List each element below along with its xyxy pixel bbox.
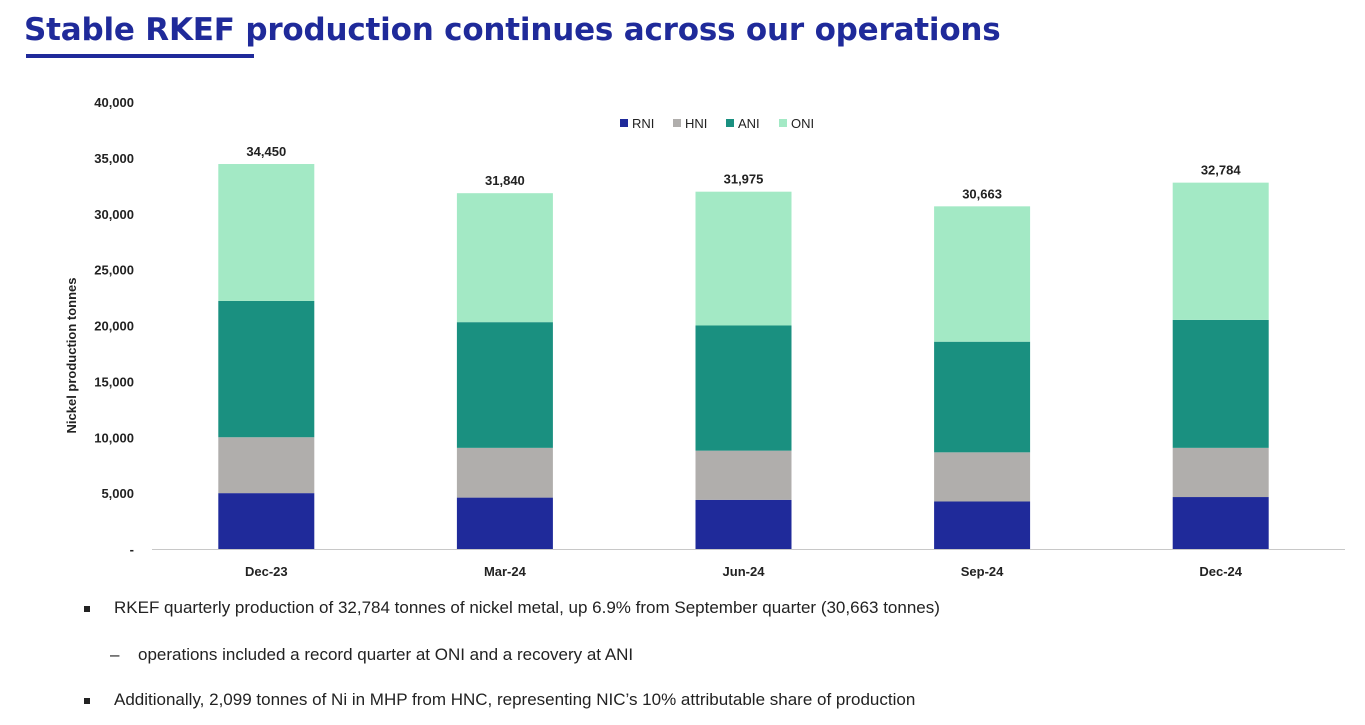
- total-data-label: 31,840: [485, 173, 525, 188]
- bullet-text: Additionally, 2,099 tonnes of Ni in MHP …: [114, 690, 916, 709]
- bar-segment-ani: [218, 300, 315, 438]
- x-tick-label: Dec-23: [245, 564, 288, 579]
- bar-segment-ani: [695, 325, 792, 451]
- total-data-label: 34,450: [246, 144, 286, 159]
- y-tick-label: 35,000: [94, 151, 134, 166]
- x-tick-label: Mar-24: [484, 564, 527, 579]
- legend-swatch-rni: [620, 119, 628, 127]
- y-tick-label: 30,000: [94, 207, 134, 222]
- bar-segment-ani: [1172, 319, 1269, 448]
- bar-segment-rni: [218, 493, 315, 549]
- legend-swatch-ani: [726, 119, 734, 127]
- y-tick-label: 20,000: [94, 319, 134, 334]
- bar-segment-ani: [934, 341, 1031, 453]
- bar-segment-oni: [695, 191, 792, 326]
- total-data-label: 30,663: [962, 186, 1002, 201]
- legend-swatch-hni: [673, 119, 681, 127]
- bar-segment-rni: [456, 497, 553, 549]
- y-tick-label: -: [130, 542, 134, 557]
- bullet-text: RKEF quarterly production of 32,784 tonn…: [114, 598, 940, 617]
- bullet-square-icon: [84, 697, 90, 704]
- bar-segment-rni: [934, 501, 1031, 549]
- x-tick-label: Jun-24: [723, 564, 766, 579]
- y-axis-label: Nickel production tonnes: [64, 277, 79, 433]
- bar-segment-hni: [934, 452, 1031, 502]
- total-data-label: 32,784: [1201, 163, 1242, 178]
- bar-segment-oni: [934, 206, 1031, 342]
- bar-segment-hni: [218, 437, 315, 494]
- y-tick-label: 15,000: [94, 374, 134, 389]
- legend-label-hni: HNI: [685, 116, 707, 131]
- bar-segment-oni: [1172, 182, 1269, 320]
- bullet-dash: –: [110, 645, 120, 664]
- y-tick-label: 10,000: [94, 430, 134, 445]
- bar-segment-oni: [456, 193, 553, 323]
- legend-label-rni: RNI: [632, 116, 654, 131]
- bullet-item: Additionally, 2,099 tonnes of Ni in MHP …: [80, 690, 915, 710]
- x-tick-label: Dec-24: [1199, 564, 1242, 579]
- bar-segment-hni: [456, 447, 553, 498]
- y-tick-label: 40,000: [94, 95, 134, 110]
- page-title: Stable RKEF production continues across …: [24, 12, 1001, 48]
- legend-swatch-oni: [779, 119, 787, 127]
- title-underline: [26, 54, 254, 58]
- legend-label-oni: ONI: [791, 116, 814, 131]
- bullet-square-icon: [84, 605, 90, 612]
- y-tick-label: 5,000: [101, 486, 134, 501]
- bar-segment-rni: [695, 499, 792, 549]
- bar-segment-hni: [1172, 447, 1269, 498]
- total-data-label: 31,975: [724, 172, 764, 187]
- bar-segment-ani: [456, 322, 553, 448]
- bullet-text: operations included a record quarter at …: [138, 645, 634, 664]
- bar-segment-hni: [695, 450, 792, 500]
- bar-segment-oni: [218, 164, 315, 301]
- bullet-item: RKEF quarterly production of 32,784 tonn…: [80, 598, 940, 618]
- x-tick-label: Sep-24: [961, 564, 1004, 579]
- stacked-bar-chart: - 5,000 10,000 15,000 20,000 25,000 30,000 35,0…: [64, 95, 1345, 579]
- bar-segment-rni: [1172, 497, 1269, 549]
- legend-label-ani: ANI: [738, 116, 760, 131]
- sub-bullet-item: – operations included a record quarter at…: [110, 645, 633, 665]
- y-tick-label: 25,000: [94, 263, 134, 278]
